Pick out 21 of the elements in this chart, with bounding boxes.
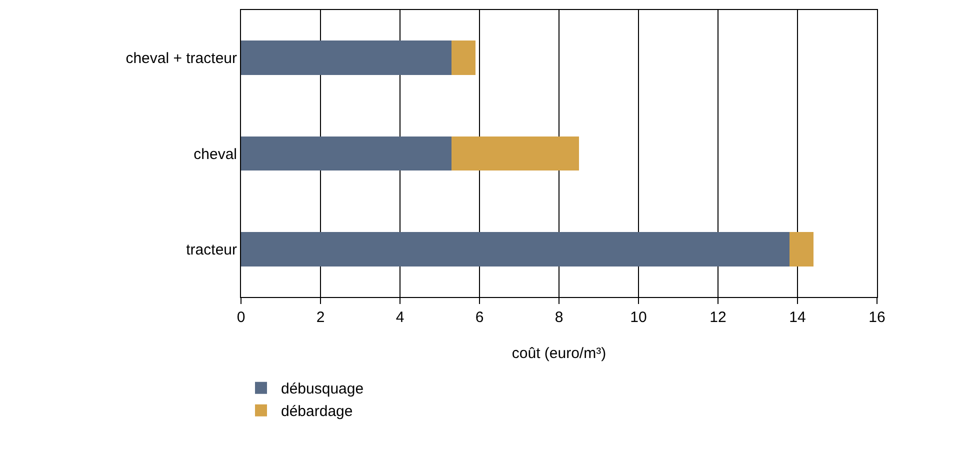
bar — [241, 136, 452, 171]
bar — [790, 232, 814, 266]
bar — [241, 40, 452, 76]
x-tick-label: 0 — [236, 309, 246, 326]
x-tick-label: 12 — [710, 309, 726, 326]
y-tick-label: cheval — [194, 146, 237, 163]
x-tick-label: 8 — [554, 309, 564, 326]
x-axis-title: coût (euro/m³) — [512, 345, 606, 362]
y-tick-label: cheval + tracteur — [126, 50, 237, 68]
legend-label: débusquage — [281, 380, 364, 398]
bar — [241, 232, 790, 266]
x-tick-label: 6 — [475, 309, 484, 326]
y-tick-label: tracteur — [186, 241, 237, 258]
bar — [452, 136, 579, 171]
legend-label: débardage — [281, 403, 353, 420]
x-tick-label: 14 — [789, 309, 806, 326]
x-tick-label: 16 — [868, 309, 886, 326]
x-tick-label: 4 — [396, 309, 404, 326]
x-tick-label: 2 — [316, 309, 325, 326]
x-tick-label: 10 — [630, 309, 647, 326]
bar — [452, 40, 476, 76]
